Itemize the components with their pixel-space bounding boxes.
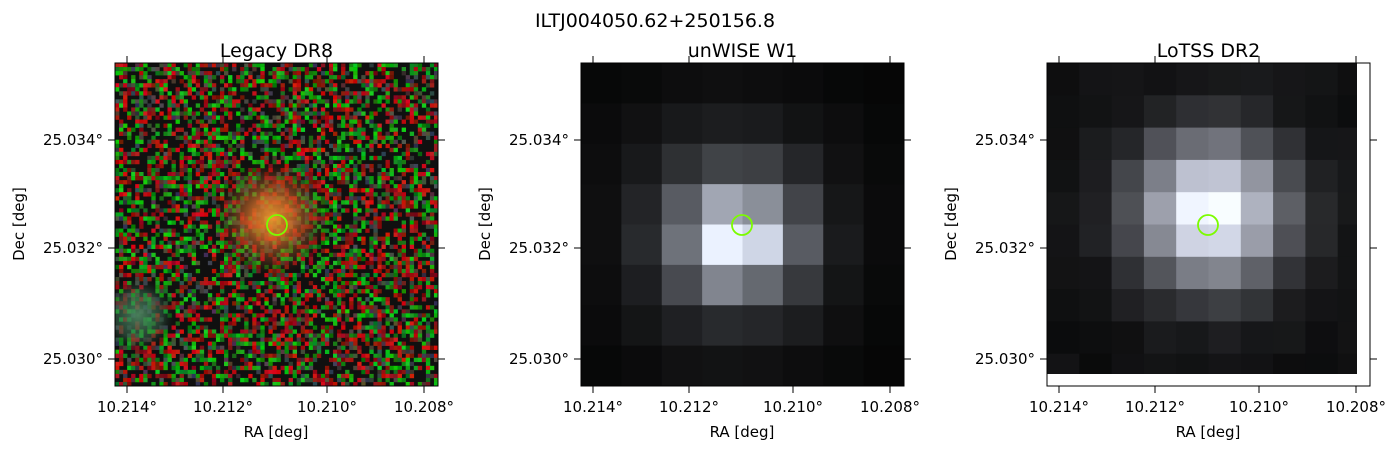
x-axis-label: RA [deg] [1176, 423, 1241, 441]
x-tick-label: 10.208° [1326, 398, 1386, 416]
source-marker-circle [266, 214, 288, 236]
x-axis-label: RA [deg] [244, 423, 309, 441]
x-tick-label: 10.212° [1125, 398, 1185, 416]
source-marker-circle [1197, 214, 1219, 236]
panel-lotss-dr2: LoTSS DR2 10.214° 10.212° 10.210° 10.208… [942, 40, 1386, 441]
y-tick-label: 25.034° [43, 131, 103, 149]
y-axis-label: Dec [deg] [942, 187, 960, 261]
image-frame [114, 62, 439, 387]
image-frame [1046, 62, 1371, 387]
x-tick-label: 10.208° [860, 398, 920, 416]
x-tick-label: 10.210° [763, 398, 823, 416]
x-tick-label: 10.208° [394, 398, 454, 416]
panel-legacy-dr8: Legacy DR8 10.214° 10.212° 10.210° 10.20… [10, 40, 454, 441]
axis-ticks [574, 56, 911, 393]
x-tick-label: 10.210° [297, 398, 357, 416]
lotss-dr2-image [1047, 63, 1371, 387]
y-axis-label: Dec [deg] [476, 187, 494, 261]
x-tick-label: 10.210° [1229, 398, 1289, 416]
panel-unwise-w1: unWISE W1 10.214° 10.212° 10.210° 10.208… [476, 40, 920, 441]
unwise-w1-image [581, 63, 905, 387]
x-axis-label: RA [deg] [710, 423, 775, 441]
figure-suptitle: ILTJ004050.62+250156.8 [535, 10, 775, 32]
panel-title: Legacy DR8 [220, 40, 333, 62]
y-tick-label: 25.034° [509, 131, 569, 149]
y-tick-label: 25.032° [43, 239, 103, 257]
panel-title: LoTSS DR2 [1157, 40, 1261, 62]
y-tick-label: 25.030° [509, 350, 569, 368]
y-tick-label: 25.032° [509, 239, 569, 257]
x-tick-label: 10.214° [1029, 398, 1089, 416]
legacy-rgb-image [115, 63, 438, 386]
x-tick-label: 10.214° [97, 398, 157, 416]
panel-title: unWISE W1 [688, 40, 797, 62]
axis-ticks [108, 56, 445, 393]
y-tick-label: 25.030° [975, 350, 1035, 368]
y-tick-label: 25.034° [975, 131, 1035, 149]
y-axis-label: Dec [deg] [10, 187, 28, 261]
x-tick-label: 10.212° [659, 398, 719, 416]
y-tick-label: 25.030° [43, 350, 103, 368]
x-tick-label: 10.212° [193, 398, 253, 416]
source-marker-circle [731, 214, 753, 236]
axis-ticks [1040, 56, 1377, 393]
y-tick-label: 25.032° [975, 239, 1035, 257]
x-tick-label: 10.214° [563, 398, 623, 416]
image-frame [580, 62, 905, 387]
